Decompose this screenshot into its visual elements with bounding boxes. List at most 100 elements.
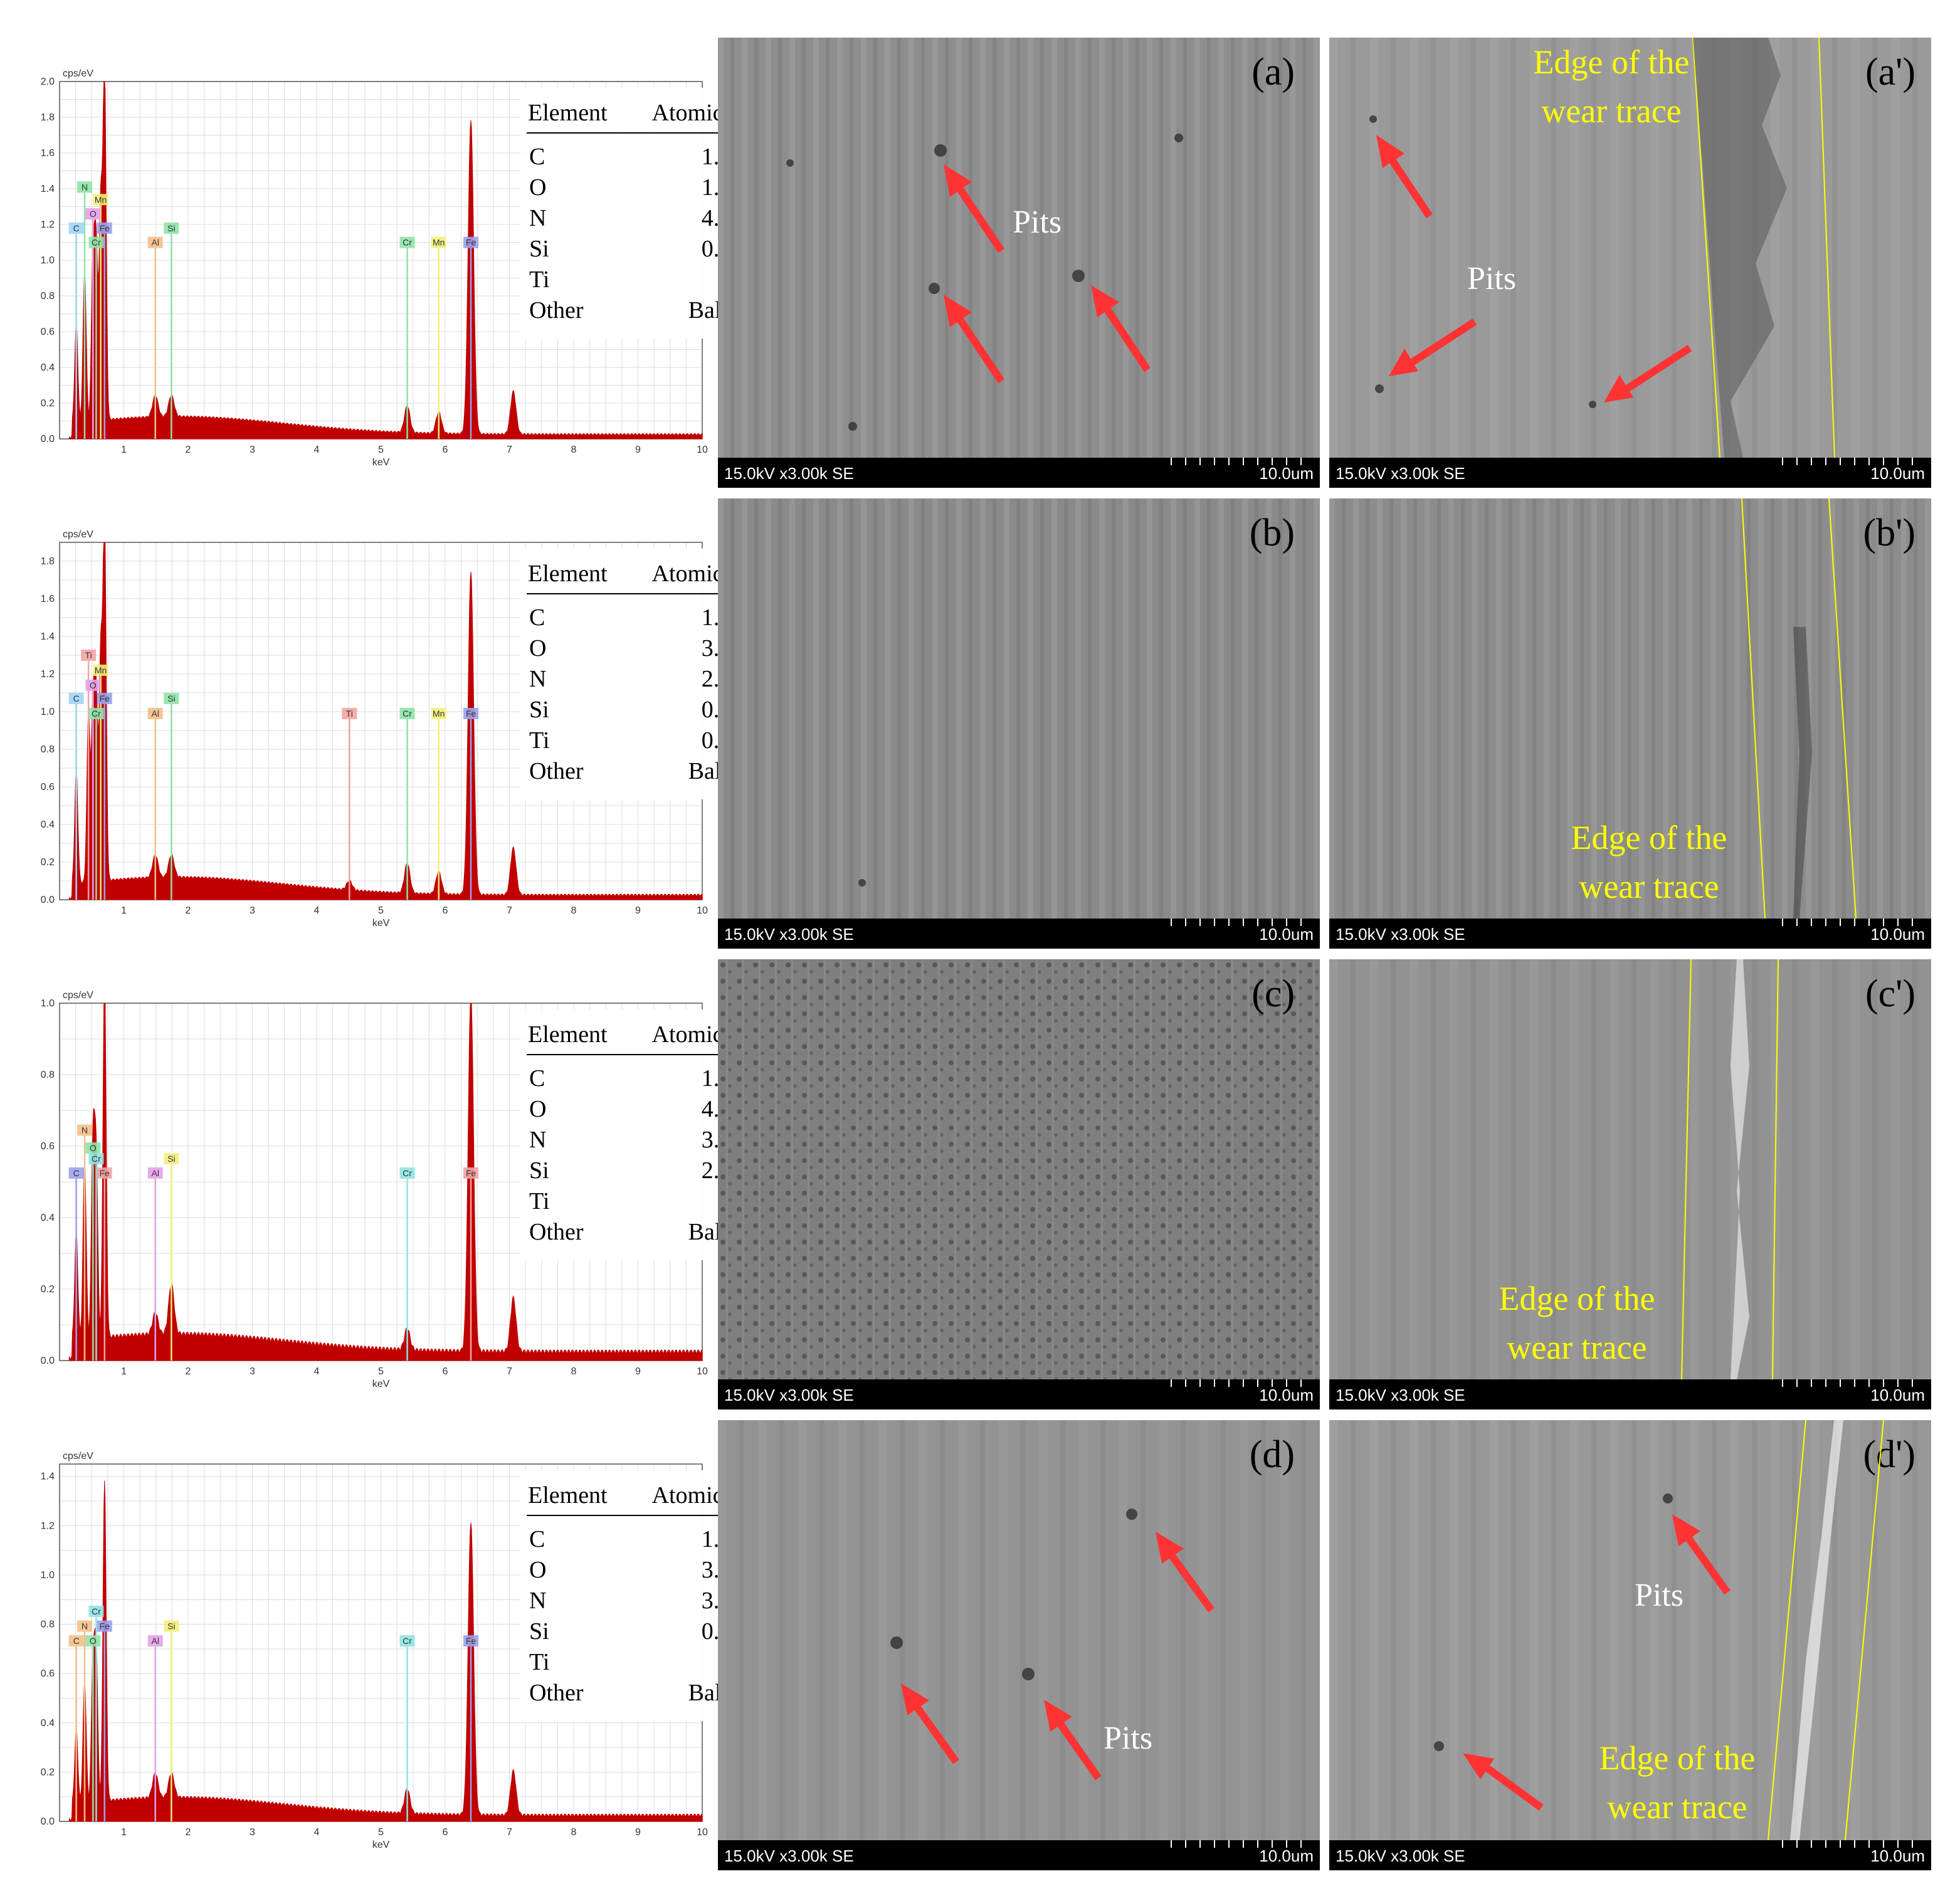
y-tick-label: 2.0 [41, 76, 55, 87]
element-marker-label: Al [151, 238, 159, 248]
pits-label: Pits [1104, 1720, 1153, 1756]
element-marker-box [85, 208, 101, 220]
element-marker-box [399, 236, 415, 248]
sem-panel-a-prime: 15.0kV x3.00k SE 10.0um (a') Pits Edge of… [1329, 38, 1931, 488]
sem-panel-d: 15.0kV x3.00k SE 10.0um (d) Pits [718, 1420, 1320, 1870]
y-axis-label: cps/eV [63, 529, 93, 540]
element-marker-label: Fe [100, 223, 110, 233]
table-cell-element: C [529, 1526, 545, 1552]
x-tick-label: 1 [121, 445, 127, 455]
wear-boundary [1793, 627, 1812, 919]
element-marker-box [431, 708, 446, 719]
y-tick-label: 1.8 [41, 112, 55, 123]
y-tick-label: 1.4 [41, 184, 55, 194]
edge-of-wear-trace-label: Edge of the wear trace [1571, 819, 1727, 905]
table-cell-element: Si [529, 1618, 549, 1645]
table-header-element: Element [528, 561, 608, 587]
element-marker-box [68, 1167, 84, 1179]
y-tick-label: 0.0 [41, 434, 55, 445]
element-marker-label: Si [167, 1621, 175, 1631]
scale-bar: 15.0kV x3.00k SE 10.0um [718, 919, 1320, 949]
element-marker-label: C [73, 693, 80, 703]
x-axis-label: keV [372, 918, 390, 929]
pits-label: Pits [1467, 261, 1517, 297]
panel-label: (a) [1251, 51, 1295, 93]
element-marker-label: Fe [100, 693, 110, 703]
element-marker-label: Al [151, 1168, 159, 1178]
wear-boundary [1693, 38, 1787, 458]
element-marker-label: O [90, 1143, 97, 1153]
y-tick-label: 1.0 [41, 255, 55, 266]
x-tick-label: 8 [571, 1827, 577, 1838]
table-cell-element: Si [529, 236, 549, 262]
y-tick-label: 0.2 [41, 857, 55, 868]
element-marker-box [399, 1167, 415, 1179]
wear-boundary [1731, 959, 1749, 1379]
x-tick-label: 4 [314, 445, 320, 455]
element-marker-label: Al [151, 708, 159, 719]
element-marker-box [463, 1635, 478, 1647]
y-tick-label: 0.6 [41, 782, 55, 793]
y-axis-label: cps/eV [63, 1451, 93, 1462]
edge-of-wear-trace-label: Edge of the wear trace [1599, 1739, 1756, 1826]
sem-panel-a: 15.0kV x3.00k SE 10.0um (a) Pits [718, 38, 1320, 488]
table-cell-element: Other [529, 758, 584, 784]
x-tick-label: 2 [186, 445, 191, 455]
x-tick-label: 8 [571, 445, 577, 455]
element-marker-label: N [82, 182, 88, 192]
element-marker-label: O [90, 680, 97, 690]
element-marker-label: Ti [85, 650, 92, 660]
y-tick-label: 0.6 [41, 1141, 55, 1152]
element-marker-label: Fe [100, 1168, 110, 1178]
element-marker-box [68, 1635, 84, 1647]
element-marker-label: Fe [466, 708, 477, 719]
x-tick-label: 6 [443, 1366, 448, 1377]
y-tick-label: 0.2 [41, 398, 55, 409]
x-tick-label: 10 [697, 1827, 708, 1838]
element-marker-box [463, 236, 478, 248]
sem-panel-b-prime: 15.0kV x3.00k SE 10.0um (b') Edge of the w… [1329, 498, 1931, 949]
panel-label: (d') [1863, 1433, 1915, 1476]
x-axis-label: keV [372, 1840, 390, 1850]
element-marker-label: Fe [100, 1621, 110, 1631]
x-tick-label: 7 [507, 1827, 512, 1838]
x-tick-label: 1 [121, 905, 127, 916]
element-marker-label: Ti [346, 708, 353, 719]
x-tick-label: 5 [378, 905, 384, 916]
element-marker-box [88, 236, 104, 248]
x-tick-label: 9 [635, 1366, 641, 1377]
x-tick-label: 10 [697, 905, 708, 916]
table-cell-element: N [529, 1588, 546, 1614]
element-marker-box [85, 1142, 101, 1154]
element-marker-label: Mn [433, 708, 445, 719]
panel-label: (d) [1249, 1433, 1295, 1476]
element-marker-label: Si [167, 1154, 175, 1164]
element-marker-label: Fe [466, 238, 477, 248]
element-marker-box [85, 680, 101, 691]
scale-bar: 15.0kV x3.00k SE 10.0um [718, 1840, 1320, 1870]
x-tick-label: 2 [186, 905, 191, 916]
element-marker-label: Cr [92, 708, 101, 719]
element-marker-label: Cr [92, 238, 101, 248]
y-tick-label: 0.8 [41, 1620, 55, 1630]
element-marker-box [76, 1124, 92, 1136]
y-tick-label: 0.6 [41, 327, 55, 337]
y-axis-label: cps/eV [63, 990, 93, 1001]
y-tick-label: 1.6 [41, 148, 55, 159]
x-axis-label: keV [372, 1379, 390, 1389]
wear-boundary [1790, 1420, 1843, 1840]
pits-label: Pits [1013, 204, 1062, 240]
element-marker-label: Mn [433, 238, 445, 248]
scale-bar: 15.0kV x3.00k SE 10.0um [718, 458, 1320, 488]
y-tick-label: 0.4 [41, 1213, 55, 1223]
element-marker-label: N [82, 1125, 88, 1135]
scale-bar: 15.0kV x3.00k SE 10.0um [1329, 458, 1931, 488]
element-marker-box [68, 693, 84, 704]
x-tick-label: 9 [635, 1827, 641, 1838]
y-tick-label: 0.0 [41, 895, 55, 905]
table-cell-element: Other [529, 1219, 584, 1245]
wear-trace-edge-lines [1681, 37, 1884, 1841]
x-tick-label: 1 [121, 1827, 127, 1838]
y-tick-label: 1.2 [41, 219, 55, 230]
